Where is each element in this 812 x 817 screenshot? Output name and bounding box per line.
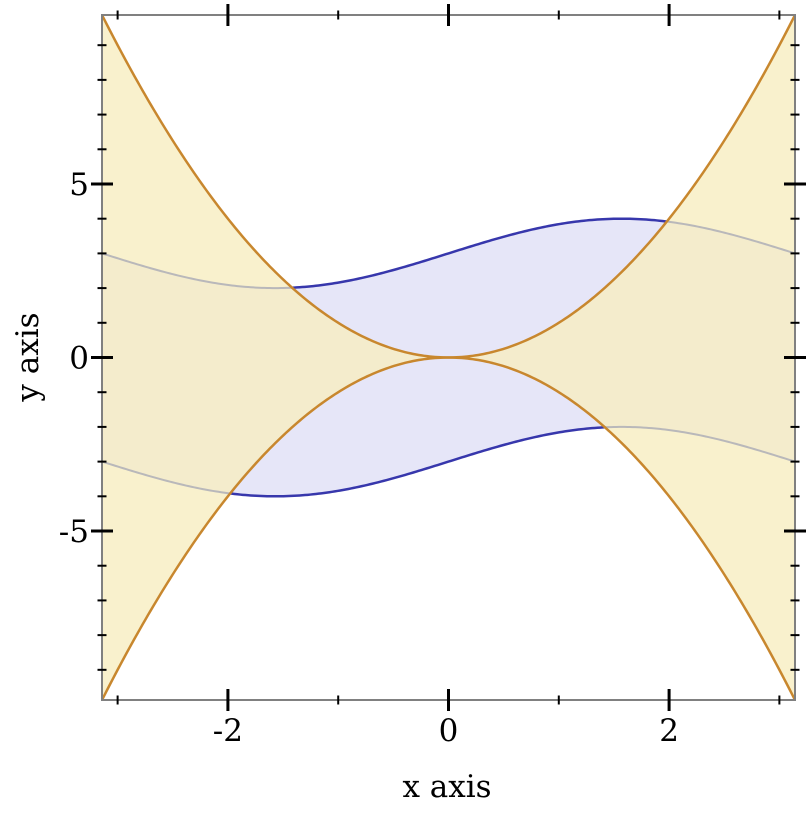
parabola-lower-line (102, 356, 795, 700)
x-tick-label: 2 (659, 713, 679, 749)
sine-upper-line (102, 217, 795, 290)
y-tick-label: -5 (59, 514, 89, 550)
y-axis-title: y axis (10, 312, 46, 402)
axis-ticks (91, 4, 806, 711)
band-layers (102, 15, 795, 700)
sine-lower-line (102, 425, 795, 498)
axis-tick-labels: -2 0 2 5 0 -5 (59, 167, 679, 749)
parabola-lines (102, 15, 795, 700)
sine-lines-visible (102, 217, 795, 498)
y-tick-label: 0 (69, 341, 89, 377)
x-tick-label: -2 (213, 713, 243, 749)
x-axis-title: x axis (402, 769, 491, 805)
x-tick-label: 0 (439, 713, 459, 749)
y-tick-label: 5 (69, 167, 89, 203)
plot-layers (102, 15, 795, 700)
